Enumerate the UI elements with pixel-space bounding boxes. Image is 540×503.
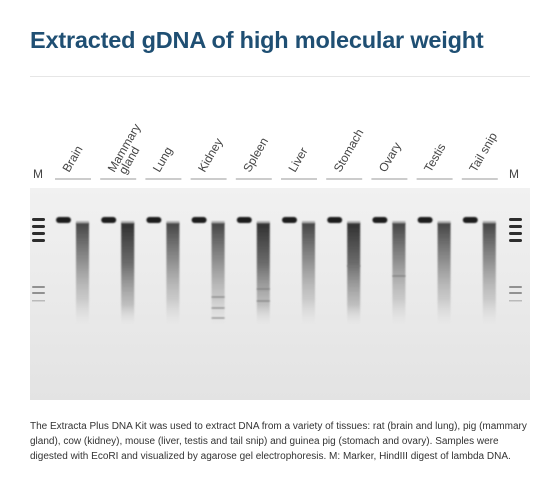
smear-top	[76, 221, 89, 224]
lane-label: Ovary	[376, 140, 404, 175]
digest-smear	[437, 223, 451, 325]
lane-label: Testis	[421, 141, 448, 175]
digest-smear	[302, 223, 315, 325]
gdna-band	[146, 217, 162, 223]
figure-caption: The Extracta Plus DNA Kit was used to ex…	[30, 421, 527, 463]
gdna-band	[417, 217, 433, 223]
gdna-band	[191, 217, 207, 223]
smear-top	[166, 221, 180, 224]
lane-label: Liver	[285, 145, 310, 175]
digest-smear	[76, 223, 89, 325]
gdna-band	[236, 217, 252, 223]
sample-lane	[101, 217, 135, 325]
sample-lane	[462, 217, 496, 325]
marker-band	[32, 218, 45, 221]
satellite-band	[256, 300, 270, 302]
marker-band	[32, 300, 45, 302]
smear-top	[121, 221, 135, 224]
smear-top	[211, 221, 225, 224]
marker-band	[32, 286, 45, 288]
title-divider	[30, 76, 530, 77]
digest-smear	[166, 223, 180, 325]
lane-label: Brain	[59, 143, 85, 174]
lane-label: Kidney	[195, 136, 225, 175]
page-title: Extracted gDNA of high molecular weight	[30, 27, 484, 53]
digest-smear	[392, 223, 406, 325]
gdna-band	[327, 217, 343, 223]
marker-band	[509, 218, 522, 221]
digest-smear	[347, 223, 361, 325]
marker-band	[509, 225, 522, 228]
smear-top	[302, 221, 315, 224]
sample-lane	[417, 217, 451, 325]
gdna-band	[101, 217, 117, 223]
gdna-band	[56, 217, 71, 223]
gdna-band	[282, 217, 297, 223]
gdna-band	[462, 217, 478, 223]
marker-band	[32, 232, 45, 235]
marker-lane-left	[32, 218, 45, 302]
smear-top	[482, 221, 496, 224]
marker-band	[32, 292, 45, 294]
gdna-band	[372, 217, 388, 223]
marker-band	[32, 239, 45, 242]
satellite-band	[211, 296, 225, 298]
smear-top	[437, 221, 451, 224]
digest-smear	[121, 223, 135, 325]
sample-lane	[191, 217, 225, 325]
digest-smear	[211, 223, 225, 325]
satellite-band	[347, 265, 361, 267]
lane-label: Tail snip	[466, 130, 500, 175]
satellite-band	[211, 317, 225, 319]
marker-band	[509, 300, 522, 302]
digest-smear	[482, 223, 496, 325]
smear-top	[256, 221, 270, 224]
sample-lane	[56, 217, 89, 325]
digest-smear	[256, 223, 270, 325]
sample-lane	[372, 217, 406, 325]
lane-label: Spleen	[240, 135, 271, 174]
sample-lane	[236, 217, 270, 325]
marker-label-left: M	[33, 167, 43, 181]
lane-label: Lung	[150, 144, 175, 174]
satellite-band	[392, 275, 406, 277]
marker-band	[509, 286, 522, 288]
marker-band	[32, 225, 45, 228]
satellite-band	[256, 288, 270, 290]
sample-lane	[146, 217, 180, 325]
sample-lane	[327, 217, 361, 325]
marker-band	[509, 292, 522, 294]
gel-lanes	[32, 217, 522, 325]
marker-lane-right	[509, 218, 522, 302]
marker-band	[509, 239, 522, 242]
lane-label: Stomach	[331, 126, 367, 174]
smear-top	[392, 221, 406, 224]
marker-label-right: M	[509, 167, 519, 181]
marker-band	[509, 232, 522, 235]
satellite-band	[211, 307, 225, 309]
smear-top	[347, 221, 361, 224]
sample-lane	[282, 217, 315, 325]
